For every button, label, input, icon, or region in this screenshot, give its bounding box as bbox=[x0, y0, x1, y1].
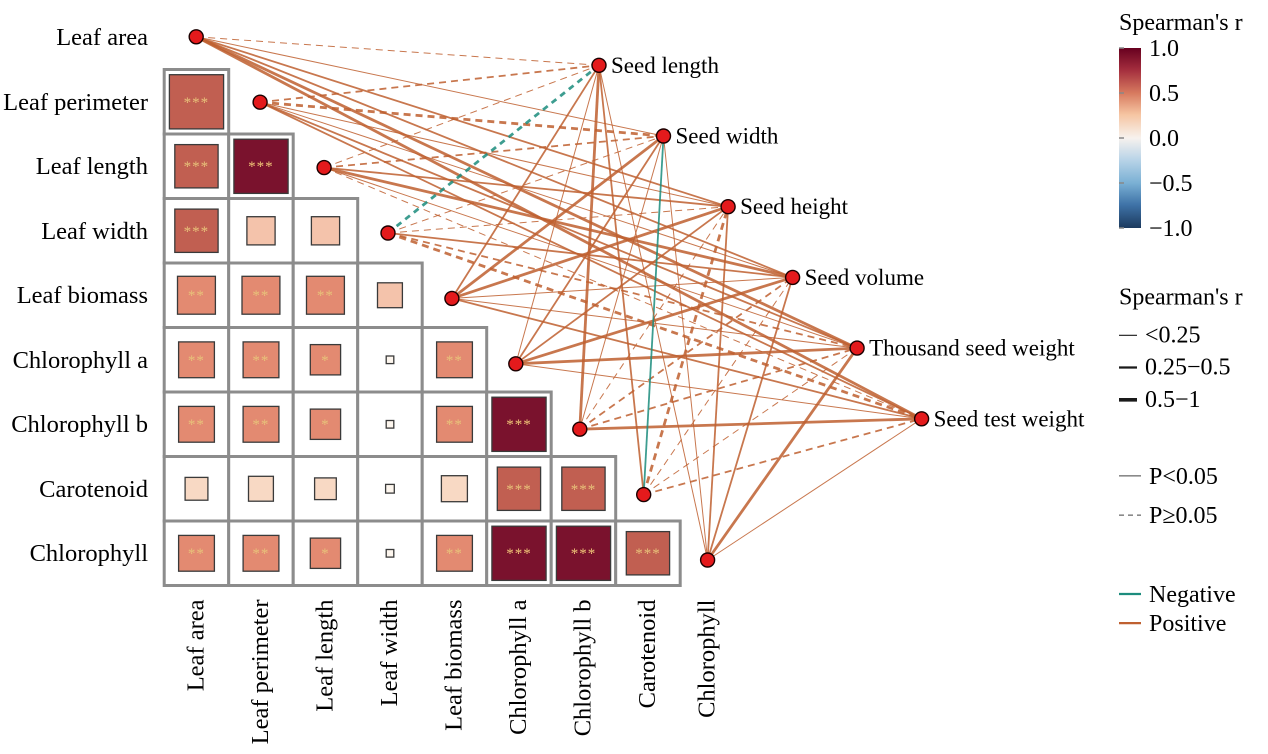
svg-text:Chlorophyll: Chlorophyll bbox=[694, 599, 721, 718]
svg-text:Leaf biomass: Leaf biomass bbox=[17, 282, 148, 309]
svg-text:**: ** bbox=[252, 417, 269, 433]
svg-text:***: *** bbox=[506, 482, 532, 498]
svg-text:***: *** bbox=[635, 546, 661, 562]
svg-text:Leaf length: Leaf length bbox=[311, 600, 338, 712]
svg-text:Leaf area: Leaf area bbox=[182, 599, 209, 691]
svg-text:Spearman's r: Spearman's r bbox=[1119, 10, 1243, 36]
svg-text:Carotenoid: Carotenoid bbox=[39, 476, 148, 503]
svg-text:0.25−0.5: 0.25−0.5 bbox=[1145, 355, 1231, 381]
svg-text:***: *** bbox=[184, 95, 210, 111]
svg-text:Chlorophyll: Chlorophyll bbox=[30, 540, 149, 567]
svg-text:Thousand seed weight: Thousand seed weight bbox=[869, 336, 1075, 361]
svg-text:Negative: Negative bbox=[1149, 582, 1236, 608]
svg-text:Leaf width: Leaf width bbox=[376, 600, 403, 707]
svg-text:***: *** bbox=[184, 159, 210, 175]
svg-text:0.5: 0.5 bbox=[1149, 81, 1179, 107]
svg-text:<0.25: <0.25 bbox=[1145, 322, 1201, 348]
svg-text:Leaf area: Leaf area bbox=[56, 24, 148, 51]
svg-text:Chlorophyll b: Chlorophyll b bbox=[570, 600, 597, 737]
svg-text:**: ** bbox=[446, 353, 463, 369]
svg-text:*: * bbox=[321, 353, 330, 369]
svg-text:*: * bbox=[321, 546, 330, 562]
svg-text:**: ** bbox=[446, 417, 463, 433]
svg-text:**: ** bbox=[188, 288, 205, 304]
svg-text:Leaf width: Leaf width bbox=[41, 218, 148, 245]
svg-text:−1.0: −1.0 bbox=[1149, 216, 1193, 242]
svg-text:**: ** bbox=[188, 353, 205, 369]
svg-text:**: ** bbox=[252, 353, 269, 369]
svg-text:*: * bbox=[321, 417, 330, 433]
svg-text:***: *** bbox=[571, 546, 597, 562]
svg-text:Chlorophyll a: Chlorophyll a bbox=[13, 347, 149, 374]
svg-text:Seed volume: Seed volume bbox=[805, 265, 924, 290]
svg-text:***: *** bbox=[184, 224, 210, 240]
svg-text:***: *** bbox=[506, 417, 532, 433]
svg-text:**: ** bbox=[317, 288, 334, 304]
svg-text:Leaf perimeter: Leaf perimeter bbox=[247, 600, 274, 745]
svg-text:Seed height: Seed height bbox=[740, 194, 849, 219]
svg-text:P≥0.05: P≥0.05 bbox=[1149, 503, 1218, 529]
svg-text:Positive: Positive bbox=[1149, 611, 1226, 637]
svg-text:**: ** bbox=[188, 417, 205, 433]
svg-text:Chlorophyll b: Chlorophyll b bbox=[11, 411, 148, 438]
svg-text:***: *** bbox=[248, 159, 274, 175]
svg-text:**: ** bbox=[252, 546, 269, 562]
svg-text:**: ** bbox=[252, 288, 269, 304]
svg-text:0.5−1: 0.5−1 bbox=[1145, 387, 1201, 413]
svg-text:1.0: 1.0 bbox=[1149, 36, 1179, 62]
svg-text:−0.5: −0.5 bbox=[1149, 171, 1193, 197]
svg-text:Spearman's r: Spearman's r bbox=[1119, 285, 1243, 311]
svg-text:**: ** bbox=[446, 546, 463, 562]
svg-text:Carotenoid: Carotenoid bbox=[634, 600, 661, 709]
svg-text:P<0.05: P<0.05 bbox=[1149, 464, 1218, 490]
svg-text:Seed length: Seed length bbox=[611, 53, 719, 78]
svg-text:***: *** bbox=[506, 546, 532, 562]
svg-text:Leaf length: Leaf length bbox=[36, 153, 148, 180]
svg-text:Chlorophyll a: Chlorophyll a bbox=[505, 599, 532, 735]
svg-text:Leaf biomass: Leaf biomass bbox=[440, 600, 467, 731]
svg-text:Seed test weight: Seed test weight bbox=[934, 406, 1085, 431]
svg-text:Leaf perimeter: Leaf perimeter bbox=[3, 89, 148, 116]
svg-text:***: *** bbox=[571, 482, 597, 498]
svg-text:0.0: 0.0 bbox=[1149, 126, 1179, 152]
svg-text:Seed width: Seed width bbox=[676, 124, 779, 149]
svg-text:**: ** bbox=[188, 546, 205, 562]
